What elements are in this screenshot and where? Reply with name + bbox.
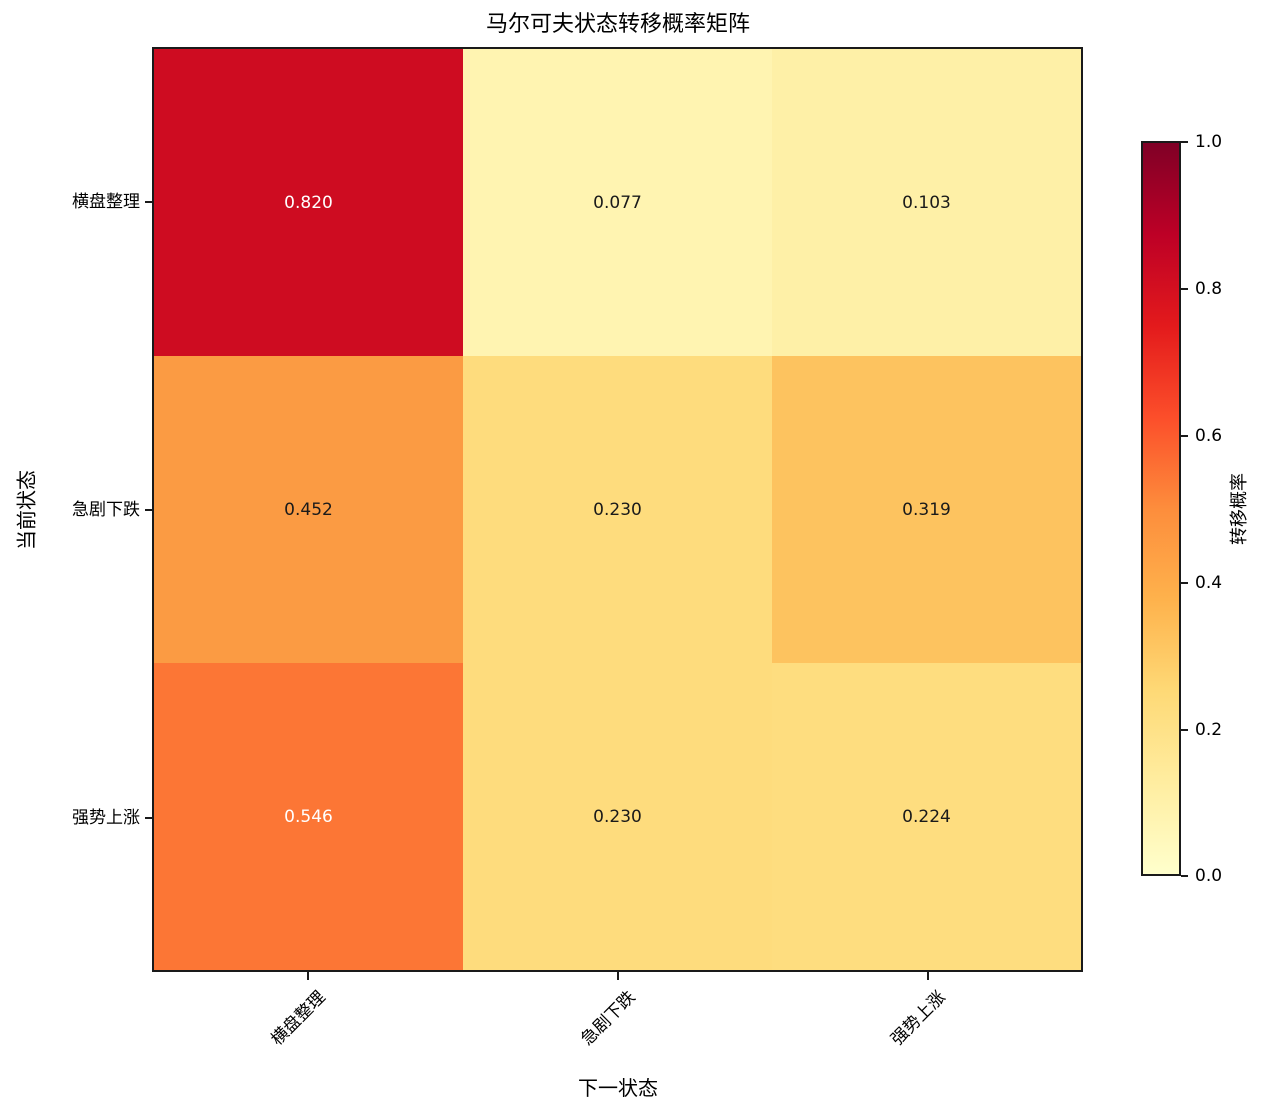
cell-value: 0.224 [902,806,951,827]
cell-value: 0.077 [593,192,642,213]
y-tick-label: 急剧下跌 [72,500,140,520]
cell-value: 0.820 [284,192,333,213]
cell-value: 0.452 [284,499,333,520]
colorbar-gradient [1141,141,1181,876]
cell-value: 0.230 [593,499,642,520]
colorbar-tick-label: 0.6 [1195,426,1223,446]
heatmap-cell: 0.820 [154,49,463,356]
cell-value: 0.230 [593,806,642,827]
x-tick-label: 强势上涨 [887,987,950,1050]
heatmap-cell: 0.230 [463,663,772,970]
chart-title: 马尔可夫状态转移概率矩阵 [485,12,750,37]
cell-value: 0.319 [902,499,951,520]
colorbar-tick [1181,582,1188,584]
cell-value: 0.103 [902,192,951,213]
x-axis-tick [617,972,619,980]
colorbar-tick [1181,141,1188,143]
colorbar-tick-label: 0.2 [1195,720,1223,740]
x-axis-tick [307,972,309,980]
heatmap-cell: 0.546 [154,663,463,970]
colorbar-label: 转移概率 [1229,473,1250,545]
x-tick-label: 横盘整理 [267,987,330,1050]
colorbar-tick [1181,288,1188,290]
heatmap-cell: 0.103 [772,49,1081,356]
x-tick-label: 急剧下跌 [577,987,640,1050]
colorbar-tick-label: 0.4 [1195,573,1223,593]
colorbar-tick [1181,435,1188,437]
colorbar-tick-label: 1.0 [1195,132,1223,152]
colorbar-tick [1181,729,1188,731]
y-axis-tick [145,817,153,819]
x-axis-label: 下一状态 [578,1076,658,1100]
y-tick-label: 横盘整理 [72,192,140,212]
heatmap-cell: 0.077 [463,49,772,356]
y-tick-label: 强势上涨 [72,808,140,828]
heatmap-cell: 0.230 [463,356,772,663]
colorbar-tick-label: 0.0 [1195,866,1223,886]
x-axis-tick [927,972,929,980]
y-axis-label: 当前状态 [14,470,39,550]
colorbar-tick [1181,875,1188,877]
heatmap-cell: 0.319 [772,356,1081,663]
heatmap-cell: 0.452 [154,356,463,663]
y-axis-tick [145,201,153,203]
colorbar-tick-label: 0.8 [1195,279,1223,299]
y-axis-tick [145,509,153,511]
heatmap-cell: 0.224 [772,663,1081,970]
heatmap: 0.820 0.077 0.103 0.452 0.230 0.319 0.54… [152,47,1083,972]
cell-value: 0.546 [284,806,333,827]
